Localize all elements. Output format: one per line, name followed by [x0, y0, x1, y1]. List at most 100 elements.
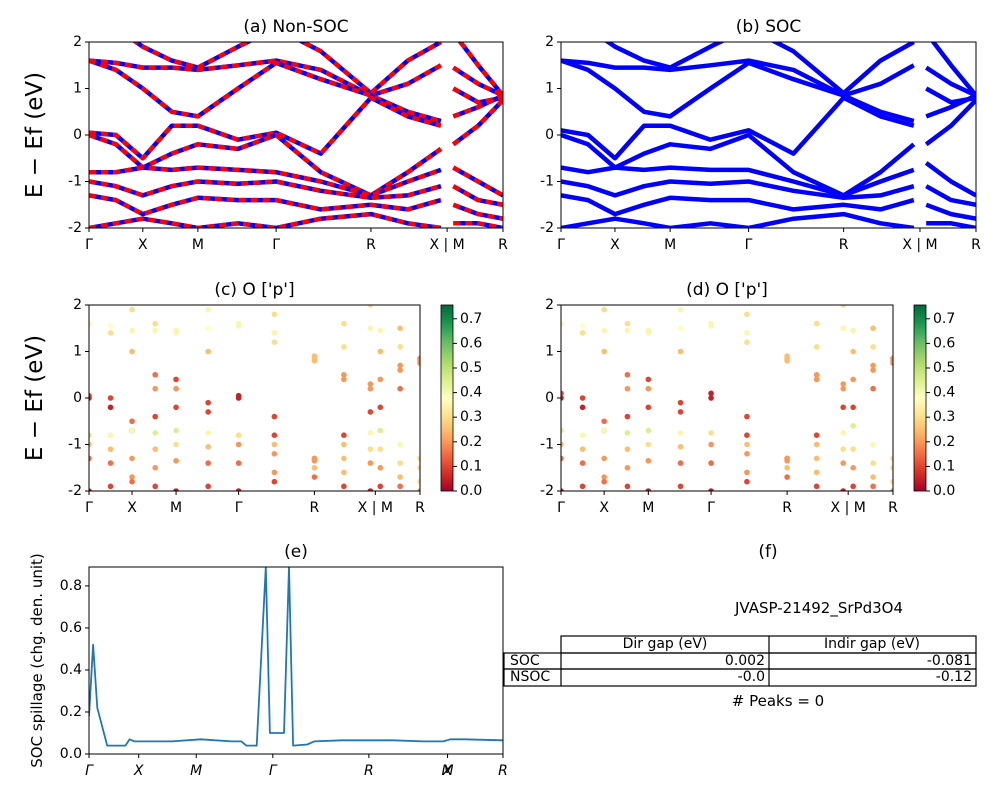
point	[624, 464, 631, 471]
x-tick-label: M	[664, 237, 676, 253]
point	[129, 455, 135, 462]
point	[367, 488, 374, 491]
band-line	[89, 193, 503, 221]
point	[417, 464, 420, 471]
table-cell-text: -0.12	[936, 669, 972, 685]
point	[784, 358, 790, 364]
point	[744, 451, 750, 457]
point	[397, 344, 403, 350]
row-label: SOC	[510, 653, 540, 669]
table-cell	[503, 668, 977, 687]
point	[677, 444, 684, 450]
point	[850, 464, 856, 471]
point	[341, 376, 347, 383]
point	[311, 474, 318, 480]
point	[677, 399, 684, 406]
x-tick-label: M	[170, 500, 182, 516]
point	[744, 432, 750, 439]
band-line	[89, 193, 503, 221]
y-tick-label: 0.6	[60, 620, 82, 636]
point	[850, 348, 856, 355]
panel-title: (c) O ['p']	[214, 280, 294, 300]
point	[624, 385, 631, 392]
point	[152, 327, 158, 334]
y-tick-label: -2	[540, 483, 554, 499]
plot-area	[561, 42, 976, 228]
point	[152, 385, 158, 392]
colorbar-label: 0.3	[460, 409, 482, 425]
point	[173, 404, 179, 411]
colorbar-label: 0.5	[460, 360, 482, 376]
point	[850, 404, 856, 411]
point	[271, 413, 278, 420]
point	[107, 330, 114, 336]
point	[173, 457, 179, 464]
point	[579, 446, 586, 452]
panel-title: (b) SOC	[736, 17, 802, 37]
x-tick-label: R	[366, 237, 376, 253]
point	[561, 395, 564, 401]
point	[311, 358, 318, 364]
panel-title: (f)	[758, 542, 777, 562]
point	[341, 469, 347, 476]
point	[840, 305, 846, 308]
plot-area	[89, 42, 503, 228]
point	[708, 488, 714, 491]
point	[624, 483, 631, 490]
point	[107, 483, 114, 490]
y-tick-label: 1	[545, 344, 554, 360]
point	[601, 348, 607, 355]
axes-frame	[88, 566, 504, 755]
colorbar-label: 0.7	[933, 311, 955, 327]
point	[890, 488, 893, 491]
y-tick-label: 1	[73, 81, 82, 97]
point	[377, 327, 384, 334]
plot-area	[89, 305, 420, 491]
point	[205, 348, 211, 355]
point	[417, 360, 420, 366]
point	[173, 330, 179, 336]
table-header: Dir gap (eV)	[623, 636, 708, 652]
point	[205, 460, 211, 466]
point	[840, 381, 846, 387]
point	[813, 344, 820, 350]
row-label: NSOC	[510, 669, 550, 685]
point	[744, 339, 750, 346]
table-caption: JVASP-21492_SrPd3O4	[734, 599, 903, 618]
point	[107, 323, 114, 329]
point	[377, 446, 384, 452]
colorbar-label: 0.7	[460, 311, 482, 327]
point	[870, 460, 876, 466]
point	[744, 478, 750, 485]
x-tick-label: R	[364, 763, 374, 779]
point	[367, 325, 374, 332]
x-tick-label: X	[610, 237, 620, 253]
point	[561, 427, 564, 434]
y-tick-label: 0	[545, 127, 554, 143]
point	[235, 488, 242, 491]
y-tick-label: 1	[73, 344, 82, 360]
point	[377, 483, 384, 490]
point	[152, 413, 158, 420]
table-cell-text: 0.002	[725, 653, 765, 669]
point	[624, 327, 631, 334]
point	[89, 320, 92, 327]
point	[397, 474, 403, 480]
point	[579, 323, 586, 329]
point	[417, 455, 420, 462]
x-tick-label: X	[599, 500, 609, 516]
point	[708, 460, 714, 466]
point	[235, 432, 242, 439]
y-tick-label: -2	[68, 220, 82, 236]
band-line	[89, 93, 503, 161]
point	[367, 385, 374, 392]
point	[579, 395, 586, 401]
point	[271, 441, 278, 448]
point	[377, 404, 384, 411]
band-line	[89, 58, 503, 98]
point	[129, 474, 135, 480]
colorbar-label: 0.5	[933, 360, 955, 376]
y-axis-label: E − Ef (eV)	[22, 335, 48, 461]
point	[870, 385, 876, 392]
point	[744, 311, 750, 318]
